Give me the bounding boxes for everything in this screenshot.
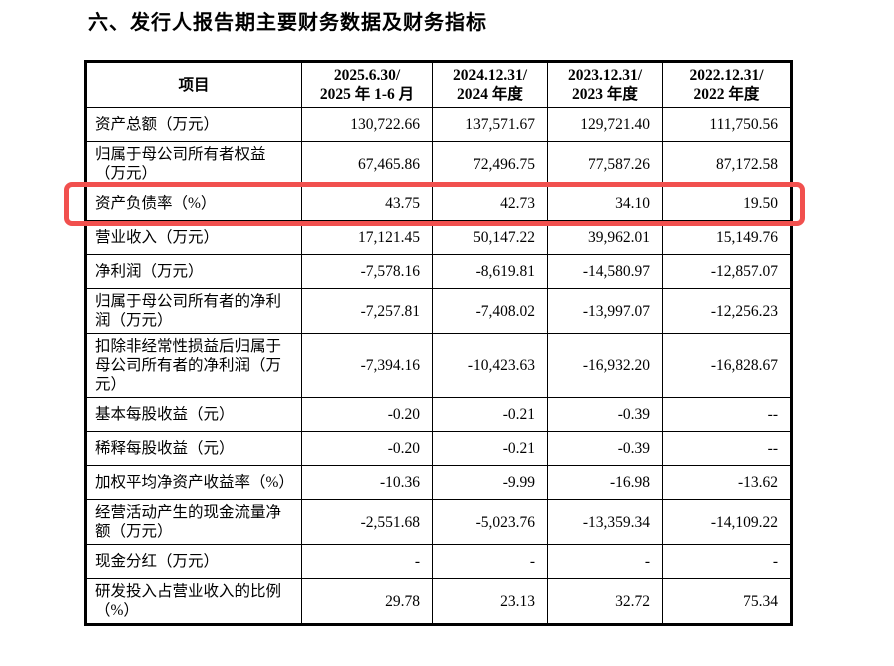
row-value: 32.72 bbox=[547, 578, 663, 625]
row-value: -7,257.81 bbox=[301, 288, 433, 334]
row-label: 归属于母公司所有者权益（万元） bbox=[85, 141, 302, 187]
table-row: 经营活动产生的现金流量净额（万元） -2,551.68 -5,023.76 -13,3… bbox=[85, 499, 792, 545]
row-label: 研发投入占营业收入的比例（%） bbox=[85, 578, 302, 625]
row-value: -10.36 bbox=[301, 465, 433, 500]
row-value: -14,109.22 bbox=[662, 499, 792, 545]
row-value: 17,121.45 bbox=[301, 220, 433, 255]
header-cell-period: 2024.12.31/2024 年度 bbox=[432, 61, 548, 108]
row-value: -16.98 bbox=[547, 465, 663, 500]
table-row: 资产负债率（%） 43.75 42.73 34.10 19.50 bbox=[85, 186, 792, 221]
row-value: - bbox=[432, 544, 548, 579]
header-cell-period: 2022.12.31/2022 年度 bbox=[662, 61, 792, 108]
row-value: 19.50 bbox=[662, 186, 792, 221]
row-value: 77,587.26 bbox=[547, 141, 663, 187]
row-value: - bbox=[547, 544, 663, 579]
header-cell-period: 2023.12.31/2023 年度 bbox=[547, 61, 663, 108]
row-value: 42.73 bbox=[432, 186, 548, 221]
header-cell-period: 2025.6.30/2025 年 1-6 月 bbox=[301, 61, 433, 108]
header-cell-item: 项目 bbox=[85, 61, 302, 108]
row-value: - bbox=[301, 544, 433, 579]
row-value: -0.39 bbox=[547, 397, 663, 432]
table-row: 扣除非经常性损益后归属于母公司所有者的净利润（万元） -7,394.16 -10,4… bbox=[85, 333, 792, 398]
row-value: 34.10 bbox=[547, 186, 663, 221]
row-value: -0.20 bbox=[301, 431, 433, 466]
row-value: 15,149.76 bbox=[662, 220, 792, 255]
row-value: 50,147.22 bbox=[432, 220, 548, 255]
row-value: -- bbox=[662, 431, 792, 466]
table-row: 研发投入占营业收入的比例（%） 29.78 23.13 32.72 75.34 bbox=[85, 578, 792, 625]
row-label: 净利润（万元） bbox=[85, 254, 302, 289]
table-row: 现金分红（万元） - - - - bbox=[85, 544, 792, 579]
row-value: -7,578.16 bbox=[301, 254, 433, 289]
row-value: -5,023.76 bbox=[432, 499, 548, 545]
row-label: 经营活动产生的现金流量净额（万元） bbox=[85, 499, 302, 545]
row-value: -0.21 bbox=[432, 431, 548, 466]
header-line2: 2024 年度 bbox=[457, 86, 523, 103]
header-line2: 2022 年度 bbox=[693, 86, 760, 103]
row-value: -0.39 bbox=[547, 431, 663, 466]
row-value: -8,619.81 bbox=[432, 254, 548, 289]
row-value: 111,750.56 bbox=[662, 107, 792, 142]
row-value: -14,580.97 bbox=[547, 254, 663, 289]
header-line1: 2022.12.31/ bbox=[689, 67, 764, 84]
row-value: -16,828.67 bbox=[662, 333, 792, 398]
row-value: -12,857.07 bbox=[662, 254, 792, 289]
table-row: 稀释每股收益（元） -0.20 -0.21 -0.39 -- bbox=[85, 431, 792, 466]
financial-table: 项目 2025.6.30/2025 年 1-6 月 2024.12.31/2024 … bbox=[84, 60, 793, 626]
row-value: 137,571.67 bbox=[432, 107, 548, 142]
table-body: 资产总额（万元） 130,722.66 137,571.67 129,721.40 11… bbox=[85, 107, 792, 625]
header-line2: 2023 年度 bbox=[572, 86, 638, 103]
row-value: - bbox=[662, 544, 792, 579]
table-row: 加权平均净资产收益率（%） -10.36 -9.99 -16.98 -13.62 bbox=[85, 465, 792, 500]
header-line1: 项目 bbox=[178, 76, 210, 94]
table-row: 资产总额（万元） 130,722.66 137,571.67 129,721.40 11… bbox=[85, 107, 792, 142]
row-value: 75.34 bbox=[662, 578, 792, 625]
row-value: 130,722.66 bbox=[301, 107, 433, 142]
row-value: -2,551.68 bbox=[301, 499, 433, 545]
row-label: 扣除非经常性损益后归属于母公司所有者的净利润（万元） bbox=[85, 333, 302, 398]
header-line1: 2024.12.31/ bbox=[452, 67, 528, 84]
header-line1: 2023.12.31/ bbox=[567, 67, 643, 84]
header-row: 项目 2025.6.30/2025 年 1-6 月 2024.12.31/2024 … bbox=[85, 61, 792, 108]
row-label: 加权平均净资产收益率（%） bbox=[85, 465, 302, 500]
row-label: 稀释每股收益（元） bbox=[85, 431, 302, 466]
row-value: -16,932.20 bbox=[547, 333, 663, 398]
row-value: 72,496.75 bbox=[432, 141, 548, 187]
row-value: 43.75 bbox=[301, 186, 433, 221]
section-title: 六、发行人报告期主要财务数据及财务指标 bbox=[88, 12, 487, 34]
row-value: -13,359.34 bbox=[547, 499, 663, 545]
row-value: -9.99 bbox=[432, 465, 548, 500]
header-line2: 2025 年 1-6 月 bbox=[319, 86, 415, 103]
table-row: 归属于母公司所有者权益（万元） 67,465.86 72,496.75 77,587.… bbox=[85, 141, 792, 187]
row-label: 归属于母公司所有者的净利润（万元） bbox=[85, 288, 302, 334]
row-value: 87,172.58 bbox=[662, 141, 792, 187]
row-value: -13,997.07 bbox=[547, 288, 663, 334]
row-label: 资产负债率（%） bbox=[85, 186, 302, 221]
row-value: -13.62 bbox=[662, 465, 792, 500]
table-row: 净利润（万元） -7,578.16 -8,619.81 -14,580.97 -12,8… bbox=[85, 254, 792, 289]
row-label: 资产总额（万元） bbox=[85, 107, 302, 142]
header-line1: 2025.6.30/ bbox=[333, 67, 401, 84]
row-value: -12,256.23 bbox=[662, 288, 792, 334]
row-value: -0.20 bbox=[301, 397, 433, 432]
row-label: 现金分红（万元） bbox=[85, 544, 302, 579]
row-value: -0.21 bbox=[432, 397, 548, 432]
row-value: 29.78 bbox=[301, 578, 433, 625]
row-value: 129,721.40 bbox=[547, 107, 663, 142]
row-value: -7,394.16 bbox=[301, 333, 433, 398]
row-label: 基本每股收益（元） bbox=[85, 397, 302, 432]
table-row: 营业收入（万元） 17,121.45 50,147.22 39,962.01 15,14… bbox=[85, 220, 792, 255]
table-row: 归属于母公司所有者的净利润（万元） -7,257.81 -7,408.02 -13,9… bbox=[85, 288, 792, 334]
row-value: -10,423.63 bbox=[432, 333, 548, 398]
row-value: 39,962.01 bbox=[547, 220, 663, 255]
row-value: -7,408.02 bbox=[432, 288, 548, 334]
row-value: 67,465.86 bbox=[301, 141, 433, 187]
table-header: 项目 2025.6.30/2025 年 1-6 月 2024.12.31/2024 … bbox=[85, 61, 792, 108]
row-value: -- bbox=[662, 397, 792, 432]
table-row: 基本每股收益（元） -0.20 -0.21 -0.39 -- bbox=[85, 397, 792, 432]
row-value: 23.13 bbox=[432, 578, 548, 625]
row-label: 营业收入（万元） bbox=[85, 220, 302, 255]
